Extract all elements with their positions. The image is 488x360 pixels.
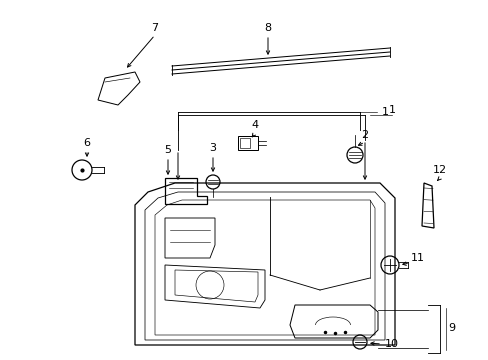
Text: 5: 5 xyxy=(164,145,171,155)
Bar xyxy=(240,138,249,148)
Text: 9: 9 xyxy=(447,323,455,333)
Text: 1: 1 xyxy=(387,105,395,115)
Text: 1: 1 xyxy=(381,107,387,117)
Text: 7: 7 xyxy=(151,23,158,33)
Bar xyxy=(238,136,258,150)
Text: 12: 12 xyxy=(432,165,446,175)
Text: 10: 10 xyxy=(384,339,398,349)
Text: 11: 11 xyxy=(410,253,424,263)
Text: 2: 2 xyxy=(361,130,368,140)
Text: 8: 8 xyxy=(264,23,271,33)
Text: 4: 4 xyxy=(251,120,258,130)
Text: 3: 3 xyxy=(209,143,216,153)
Text: 6: 6 xyxy=(83,138,90,148)
